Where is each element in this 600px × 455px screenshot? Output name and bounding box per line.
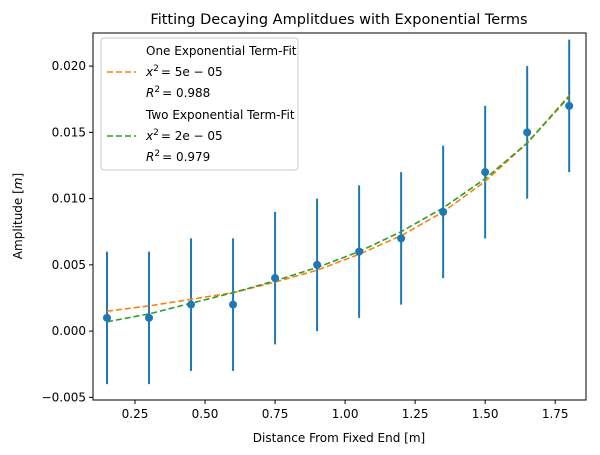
- legend-entry: One Exponential Term-Fit: [146, 44, 297, 58]
- data-point: [355, 247, 364, 256]
- x-tick-label: 1.75: [542, 407, 569, 421]
- data-point: [271, 274, 280, 283]
- chart-title: Fitting Decaying Amplitdues with Exponen…: [150, 12, 527, 28]
- y-tick-label: 0.005: [52, 258, 86, 272]
- data-point: [229, 300, 238, 309]
- y-tick-label: −0.005: [42, 390, 86, 404]
- data-point: [481, 168, 490, 177]
- y-axis-label: Amplitude [m]: [11, 173, 25, 259]
- x-tick-label: 0.75: [262, 407, 289, 421]
- x-ticks: 0.25 0.50 0.75 1.00 1.25 1.50 1.75: [122, 400, 569, 421]
- y-tick-label: 0.010: [52, 192, 86, 206]
- data-point: [313, 260, 322, 269]
- x-axis-label: Distance From Fixed End [m]: [253, 431, 425, 445]
- x-tick-label: 1.50: [472, 407, 499, 421]
- legend-entry: x2 = 2e − 05: [145, 128, 223, 143]
- y-tick-label: 0.015: [52, 125, 86, 139]
- data-point: [523, 128, 532, 137]
- data-point: [187, 300, 196, 309]
- two-term-fit-line: [106, 96, 570, 323]
- data-point: [145, 313, 154, 322]
- data-point: [565, 101, 574, 110]
- data-point: [397, 234, 406, 243]
- legend-box: [100, 37, 299, 171]
- axes-frame: [92, 32, 587, 401]
- one-term-fit-line: [106, 94, 570, 312]
- data-point: [439, 207, 448, 216]
- y-ticks: −0.005 0.000 0.005 0.010 0.015 0.020: [42, 59, 93, 404]
- x-tick-label: 1.25: [402, 407, 429, 421]
- legend-entry: R2 = 0.988: [146, 85, 210, 100]
- data-point: [103, 313, 112, 322]
- x-tick-label: 1.00: [332, 407, 359, 421]
- legend-entry: x2 = 5e − 05: [145, 64, 223, 79]
- legend-entry: R2 = 0.979: [146, 149, 210, 164]
- legend-entry: Two Exponential Term-Fit: [145, 108, 295, 122]
- y-tick-label: 0.020: [52, 59, 86, 73]
- x-tick-label: 0.25: [122, 407, 149, 421]
- x-tick-label: 0.50: [192, 407, 219, 421]
- legend: One Exponential Term-Fit x2 = 5e − 05 R2 = 0…: [100, 37, 299, 171]
- plot-area: [103, 39, 574, 385]
- y-tick-label: 0.000: [52, 324, 86, 338]
